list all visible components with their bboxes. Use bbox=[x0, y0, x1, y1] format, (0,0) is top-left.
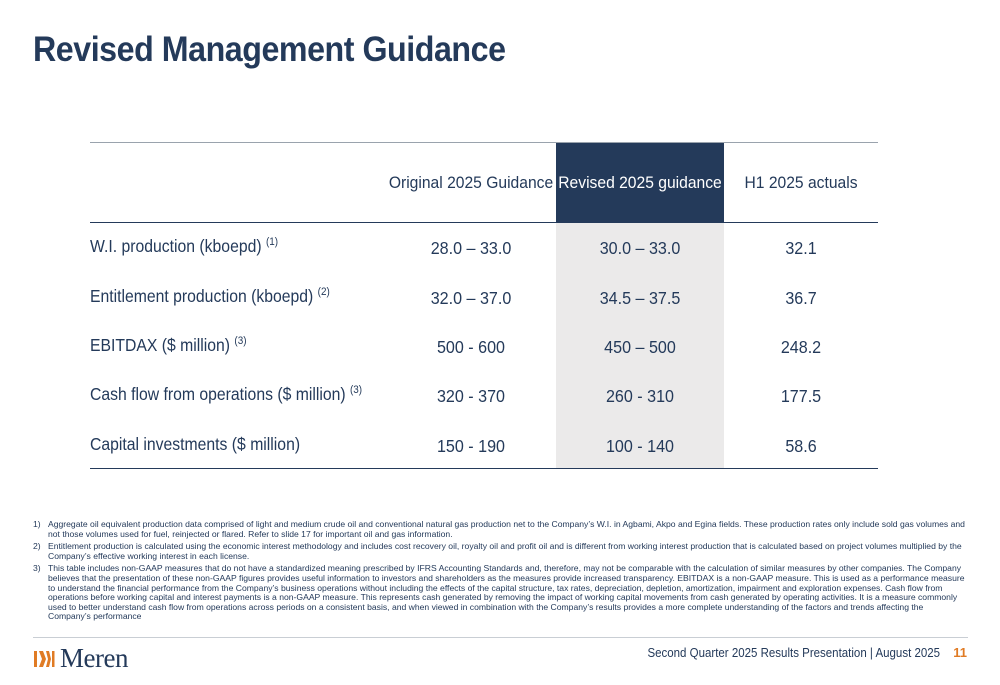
row-label-wi-production: W.I. production (kboepd) (1) bbox=[90, 236, 279, 256]
footnote-text: Aggregate oil equivalent production data… bbox=[48, 519, 965, 539]
row-label-capital-investments: Capital investments ($ million) bbox=[90, 434, 301, 454]
footnote-item: 1) Aggregate oil equivalent production d… bbox=[33, 519, 968, 539]
footnotes: 1) Aggregate oil equivalent production d… bbox=[33, 519, 968, 625]
cell-original: 150 - 190 bbox=[436, 436, 506, 456]
cell-revised: 100 - 140 bbox=[605, 436, 675, 456]
meren-logo-icon bbox=[34, 650, 55, 667]
cell-revised: 30.0 – 33.0 bbox=[599, 238, 681, 258]
company-logo: Meren bbox=[33, 643, 128, 674]
footer-divider bbox=[33, 637, 968, 638]
footer-presentation-label: Second Quarter 2025 Results Presentation… bbox=[647, 646, 940, 660]
header-revised-guidance: Revised 2025 guidance bbox=[558, 172, 722, 192]
footnote-text: This table includes non-GAAP measures th… bbox=[48, 563, 965, 622]
cell-revised: 260 - 310 bbox=[605, 386, 675, 406]
row-label-entitlement-production: Entitlement production (kboepd) (2) bbox=[90, 286, 330, 306]
cell-original: 500 - 600 bbox=[436, 337, 506, 357]
footnote-ref: (3) bbox=[234, 335, 247, 348]
table-header-rule bbox=[90, 222, 878, 223]
slide-title: Revised Management Guidance bbox=[33, 30, 506, 69]
table-bottom-rule bbox=[90, 468, 878, 469]
header-original-guidance: Original 2025 Guidance bbox=[388, 172, 554, 192]
revised-header-background bbox=[556, 143, 724, 222]
cell-revised: 34.5 – 37.5 bbox=[599, 288, 681, 308]
revised-column-background bbox=[556, 223, 724, 468]
table-top-rule bbox=[90, 142, 878, 143]
footnote-ref: (1) bbox=[265, 236, 279, 249]
cell-revised: 450 – 500 bbox=[604, 337, 676, 357]
cell-actuals: 58.6 bbox=[785, 436, 817, 456]
cell-actuals: 36.7 bbox=[785, 288, 817, 308]
footnote-item: 3) This table includes non-GAAP measures… bbox=[33, 564, 968, 622]
cell-actuals: 248.2 bbox=[780, 337, 822, 357]
cell-original: 32.0 – 37.0 bbox=[430, 288, 512, 308]
footnote-number: 2) bbox=[33, 541, 41, 552]
row-label-ebitdax: EBITDAX ($ million) (3) bbox=[90, 335, 247, 355]
row-label-cash-flow: Cash flow from operations ($ million) (3… bbox=[90, 384, 363, 404]
footnote-number: 1) bbox=[33, 519, 41, 529]
logo-wordmark: Meren bbox=[60, 643, 128, 673]
page-number: 11 bbox=[953, 645, 967, 660]
footnote-item: 2) Entitlement production is calculated … bbox=[33, 541, 968, 561]
cell-original: 320 - 370 bbox=[436, 386, 506, 406]
footnote-text: Entitlement production is calculated usi… bbox=[48, 541, 962, 561]
footnote-number: 3) bbox=[33, 563, 41, 574]
cell-original: 28.0 – 33.0 bbox=[430, 238, 512, 258]
header-h1-actuals: H1 2025 actuals bbox=[744, 172, 858, 192]
cell-actuals: 177.5 bbox=[780, 386, 822, 406]
footnote-ref: (2) bbox=[317, 286, 330, 299]
cell-actuals: 32.1 bbox=[785, 238, 817, 258]
footnote-ref: (3) bbox=[349, 384, 363, 397]
